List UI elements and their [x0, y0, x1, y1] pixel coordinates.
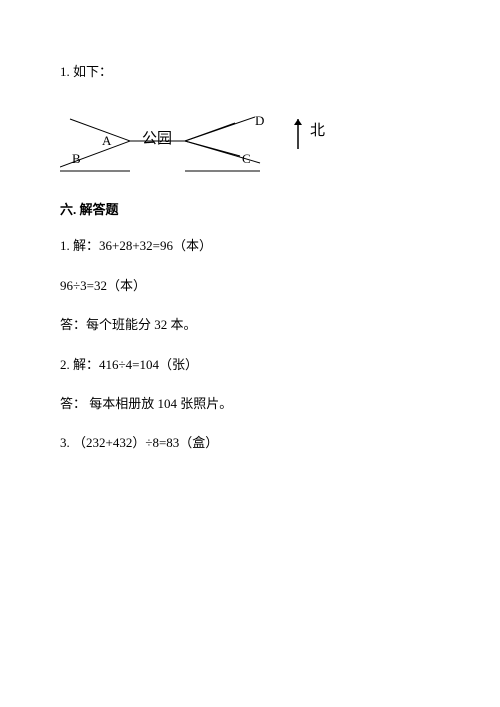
q3-line1: 3. （232+432）÷8=83（盒）: [60, 431, 440, 454]
q1-line3: 答：每个班能分 32 本。: [60, 313, 440, 336]
q2-line1: 2. 解：416÷4=104（张）: [60, 353, 440, 376]
diagram-label-north: 北: [310, 122, 325, 139]
section6-title: 六. 解答题: [60, 199, 440, 218]
diagram-label-C: C: [242, 151, 251, 166]
park-diagram: A B C D 公园 北: [60, 101, 340, 181]
q1-line2: 96÷3=32（本）: [60, 274, 440, 297]
diagram-label-A: A: [102, 133, 112, 148]
q1-line1: 1. 解：36+28+32=96（本）: [60, 234, 440, 257]
diagram-label-D: D: [255, 113, 264, 128]
item1-prefix: 1. 如下：: [60, 60, 440, 83]
q2-line2: 答： 每本相册放 104 张照片。: [60, 392, 440, 415]
diagram-label-B: B: [72, 151, 81, 166]
diagram-label-park: 公园: [142, 130, 172, 147]
diagram-container: A B C D 公园 北: [60, 101, 440, 181]
